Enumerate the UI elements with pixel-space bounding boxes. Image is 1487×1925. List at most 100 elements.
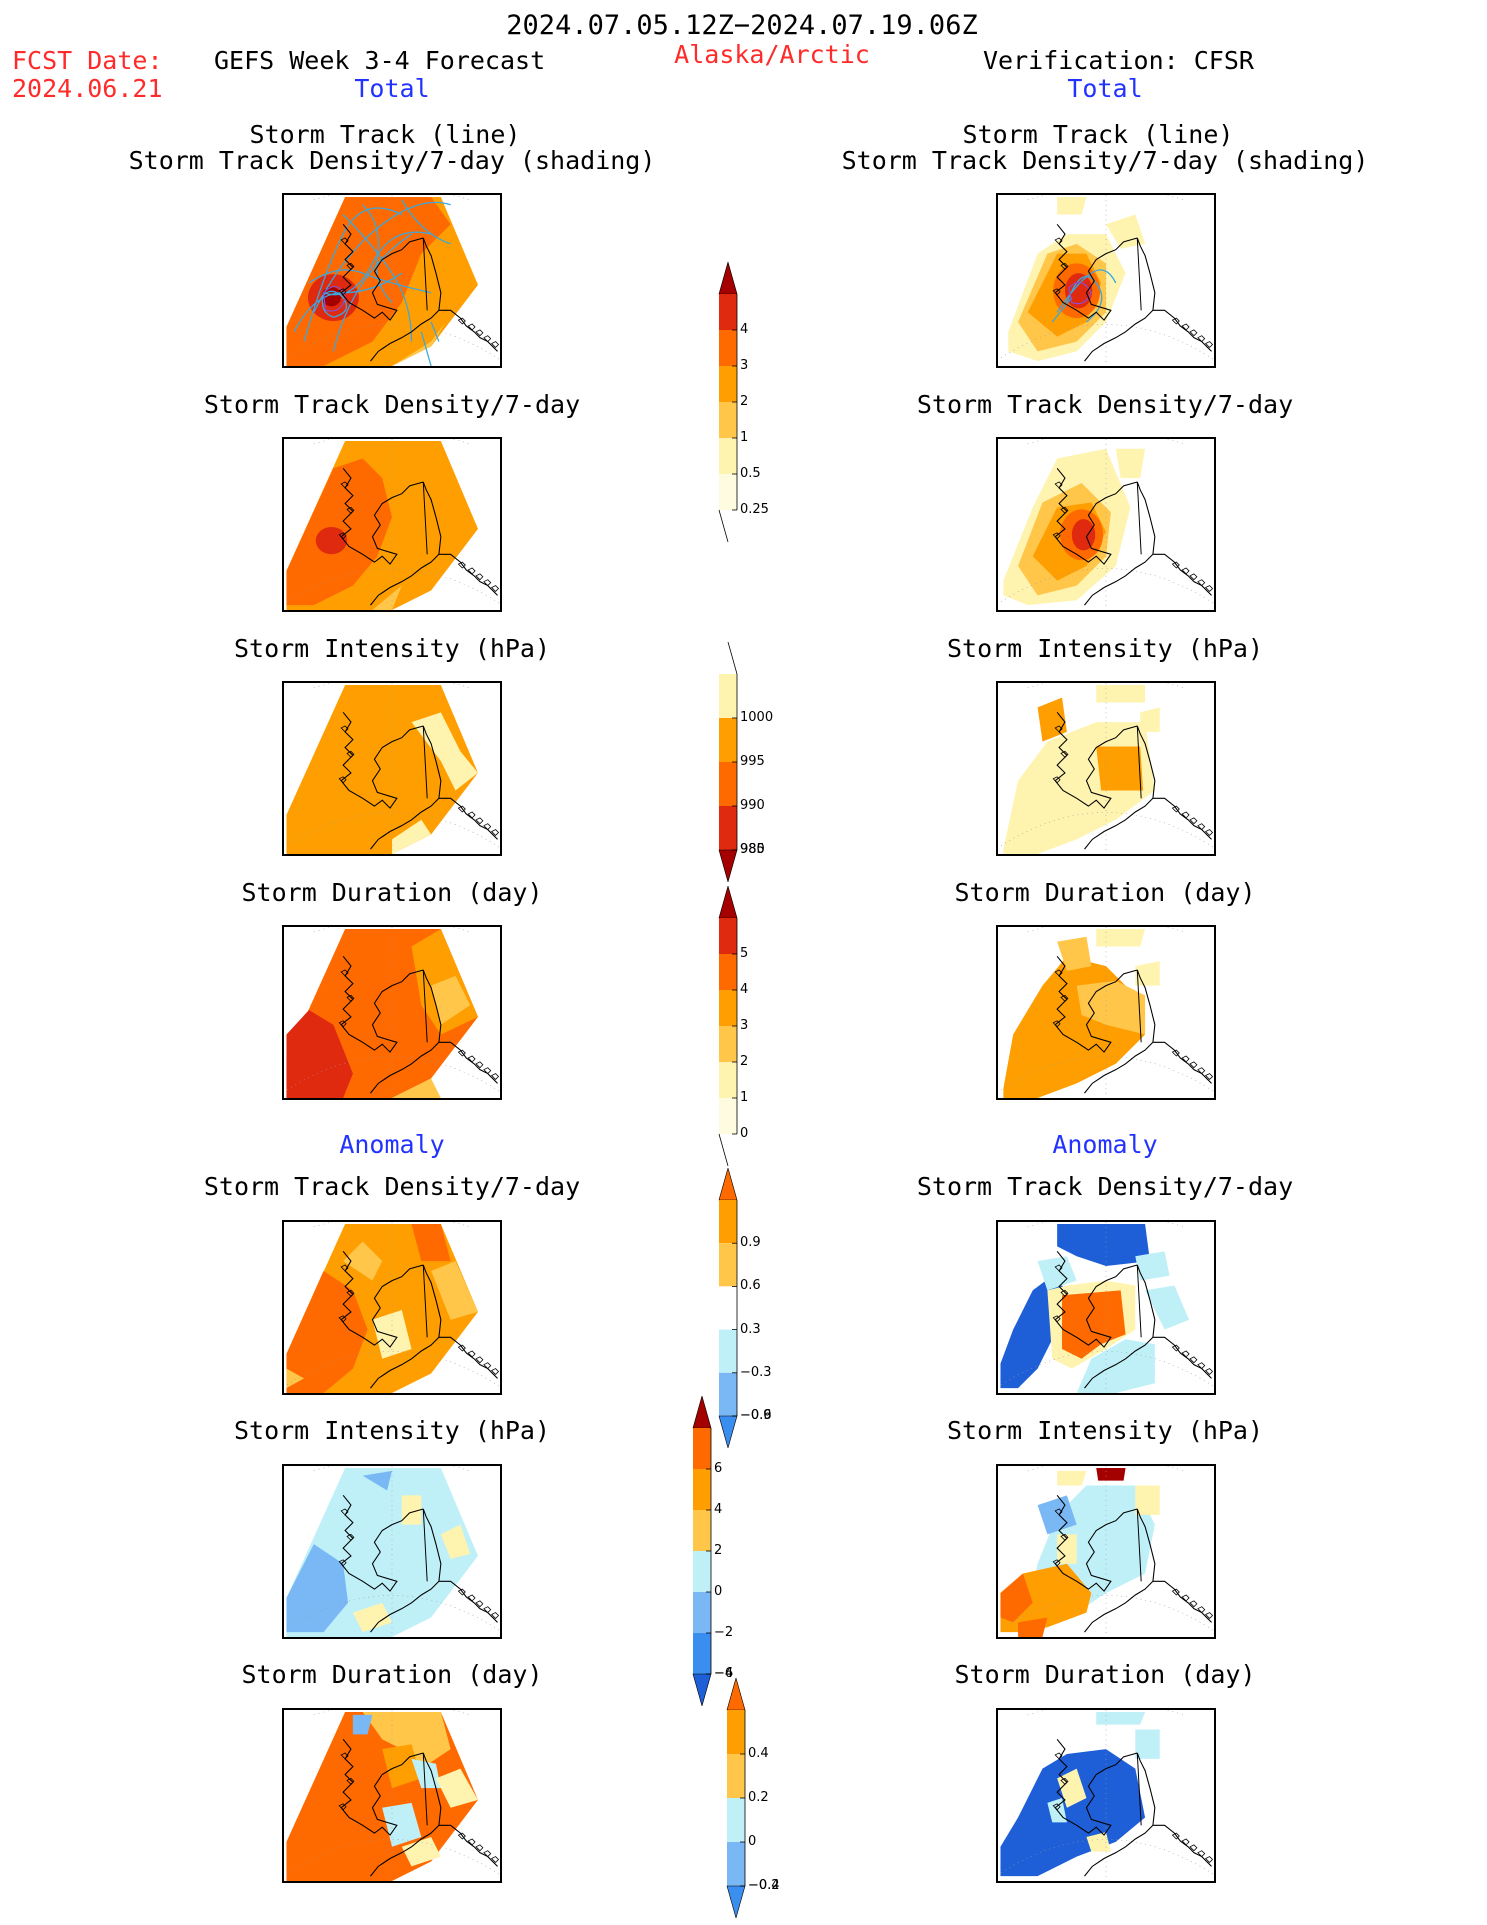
right-anom-intensity-title: Storm Intensity (hPa) — [946, 1416, 1264, 1445]
right-duration-title: Storm Duration (day) — [954, 878, 1256, 907]
left-anom-duration-title: Storm Duration (day) — [241, 1660, 543, 1689]
colorbar-anom-duration: 0.4 0.2 0 −0.2 −0.4 — [726, 1678, 806, 1918]
fcst-anom-duration-svg — [284, 1710, 500, 1881]
period-title: 2024.07.05.12Z−2024.07.19.06Z — [506, 10, 978, 41]
fcst-anom-intensity-svg — [284, 1466, 500, 1637]
right-title: Verification: CFSR — [983, 46, 1254, 75]
map-obs-duration — [996, 925, 1216, 1100]
colorbar-label: −6 — [714, 1666, 734, 1681]
fcst-duration-svg — [284, 927, 500, 1098]
map-fcst-intensity — [282, 681, 502, 856]
right-anomaly-label: Anomaly — [1052, 1130, 1158, 1159]
colorbar-density-svg — [718, 262, 738, 542]
colorbar-label: 0.3 — [740, 1321, 761, 1337]
obs-intensity-svg — [998, 683, 1214, 854]
colorbar-label: −0.3 — [740, 1364, 772, 1380]
left-intensity-title: Storm Intensity (hPa) — [233, 634, 551, 663]
map-fcst-anom-intensity — [282, 1464, 502, 1639]
colorbar-anom-density: 0.9 0.6 0.3 −0.3 −0.6 −0.9 — [718, 1168, 798, 1448]
colorbar-duration: 5 4 3 2 1 0 — [718, 886, 798, 1166]
left-anom-density-title: Storm Track Density/7-day — [203, 1172, 581, 1201]
colorbar-label: 995 — [740, 754, 765, 769]
right-track-shading-title: Storm Track Density/7-day (shading) — [841, 146, 1369, 175]
colorbar-label: 3 — [740, 1018, 749, 1033]
colorbar-label: 0 — [748, 1834, 757, 1849]
colorbar-label: −0.2 — [748, 1878, 780, 1893]
colorbar-anom_duration-svg — [726, 1678, 746, 1918]
obs-density-svg — [998, 439, 1214, 610]
colorbar-label: 1 — [740, 1090, 749, 1105]
map-fcst-duration — [282, 925, 502, 1100]
right-total-label: Total — [1067, 74, 1143, 103]
colorbar-label: 6 — [714, 1461, 723, 1476]
map-obs-density — [996, 437, 1216, 612]
map-obs-intensity — [996, 681, 1216, 856]
colorbar-label: 990 — [740, 798, 765, 813]
colorbar-anom-intensity: 6 4 2 0 −2 −4 −6 — [692, 1396, 772, 1706]
colorbar-label: −4 — [714, 1666, 734, 1681]
colorbar-anom_density-svg — [718, 1168, 738, 1448]
colorbar-label: −0.9 — [740, 1408, 772, 1423]
map-fcst-track — [282, 193, 502, 368]
left-anom-intensity-title: Storm Intensity (hPa) — [233, 1416, 551, 1445]
obs-track-svg — [998, 195, 1214, 366]
left-title: GEFS Week 3-4 Forecast — [214, 46, 546, 75]
colorbar-label: −0.6 — [740, 1408, 772, 1423]
colorbar-label: 2 — [714, 1543, 723, 1558]
colorbar-intensity-svg — [718, 642, 738, 882]
colorbar-label: 2 — [740, 1054, 749, 1069]
map-obs-anom-density — [996, 1220, 1216, 1395]
right-density-title: Storm Track Density/7-day — [916, 390, 1294, 419]
colorbar-anom_intensity-svg — [692, 1396, 712, 1706]
left-track-shading-title: Storm Track Density/7-day (shading) — [128, 146, 656, 175]
colorbar-label: 0.2 — [748, 1790, 769, 1805]
map-fcst-anom-density — [282, 1220, 502, 1395]
colorbar-intensity: 1000 995 990 985 980 — [718, 642, 798, 882]
colorbar-label: −2 — [714, 1625, 734, 1640]
fcst-track-svg — [284, 195, 500, 366]
colorbar-label: 0.5 — [740, 466, 761, 481]
map-obs-anom-duration — [996, 1708, 1216, 1883]
fcst-density-svg — [284, 439, 500, 610]
fcst-label: FCST Date: — [12, 46, 163, 75]
colorbar-label: 5 — [740, 946, 749, 961]
colorbar-density: 4 3 2 1 0.5 0.25 — [718, 262, 798, 542]
obs-anom-duration-svg — [998, 1710, 1214, 1881]
colorbar-label: 985 — [740, 842, 765, 857]
map-fcst-density — [282, 437, 502, 612]
colorbar-label: −0.4 — [748, 1878, 780, 1893]
colorbar-label: 4 — [740, 982, 749, 997]
left-anomaly-label: Anomaly — [339, 1130, 445, 1159]
right-track-line-title: Storm Track (line) — [962, 120, 1234, 149]
colorbar-label: 2 — [740, 394, 749, 409]
right-anom-density-title: Storm Track Density/7-day — [916, 1172, 1294, 1201]
colorbar-duration-svg — [718, 886, 738, 1166]
obs-anom-intensity-svg — [998, 1466, 1214, 1637]
colorbar-label: 1000 — [740, 710, 774, 725]
left-total-label: Total — [354, 74, 430, 103]
left-duration-title: Storm Duration (day) — [241, 878, 543, 907]
fcst-intensity-svg — [284, 683, 500, 854]
colorbar-label: 3 — [740, 358, 749, 373]
obs-anom-density-svg — [998, 1222, 1214, 1393]
right-intensity-title: Storm Intensity (hPa) — [946, 634, 1264, 663]
right-anom-duration-title: Storm Duration (day) — [954, 1660, 1256, 1689]
map-fcst-anom-duration — [282, 1708, 502, 1883]
left-track-line-title: Storm Track (line) — [249, 120, 521, 149]
colorbar-label: 0.4 — [748, 1746, 769, 1761]
map-obs-track — [996, 193, 1216, 368]
colorbar-label: 1 — [740, 430, 749, 445]
map-obs-anom-intensity — [996, 1464, 1216, 1639]
colorbar-label: 0.9 — [740, 1235, 761, 1251]
fcst-date: 2024.06.21 — [12, 74, 163, 103]
left-density-title: Storm Track Density/7-day — [203, 390, 581, 419]
colorbar-label: 0.6 — [740, 1278, 761, 1294]
colorbar-label: 0 — [714, 1584, 723, 1599]
colorbar-label: 4 — [740, 322, 749, 337]
region-title: Alaska/Arctic — [674, 40, 870, 69]
colorbar-label: 4 — [714, 1502, 723, 1517]
obs-duration-svg — [998, 927, 1214, 1098]
colorbar-label: 0.25 — [740, 502, 769, 517]
fcst-anom-density-svg — [284, 1222, 500, 1393]
colorbar-label: 980 — [740, 842, 765, 857]
